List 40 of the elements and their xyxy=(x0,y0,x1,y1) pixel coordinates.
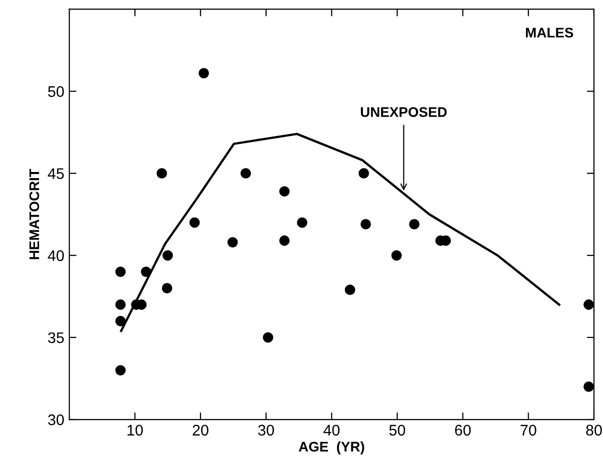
y-tick-label: 35 xyxy=(48,332,64,344)
y-tick-label: 40 xyxy=(48,250,64,262)
point xyxy=(115,365,126,376)
point xyxy=(360,219,371,230)
x-axis-title: AGE (YR) xyxy=(298,441,364,454)
point xyxy=(584,381,594,392)
point xyxy=(162,283,172,294)
point xyxy=(296,217,308,228)
point xyxy=(240,168,251,179)
y-tick-label: 45 xyxy=(48,168,64,180)
annotation: MALES xyxy=(526,28,574,38)
text: UNEXPOSED xyxy=(360,107,447,117)
point xyxy=(409,219,420,230)
x-tick-label: 40 xyxy=(324,424,340,436)
point xyxy=(156,168,167,179)
point xyxy=(279,186,290,197)
point xyxy=(358,168,369,179)
x-tick-label: 70 xyxy=(520,424,536,436)
x-tick-label: 10 xyxy=(128,424,143,436)
x-tick-label: 20 xyxy=(192,424,208,436)
point xyxy=(162,250,173,261)
point xyxy=(189,217,200,228)
point xyxy=(115,299,126,310)
point xyxy=(344,284,356,296)
x-tick-label: 30 xyxy=(258,424,274,436)
x-tick-label: 80 xyxy=(586,424,602,436)
point xyxy=(262,332,274,343)
point xyxy=(115,266,126,277)
point xyxy=(140,266,152,277)
point xyxy=(227,237,238,248)
point xyxy=(198,68,209,78)
point xyxy=(391,250,402,261)
x-tick-label: 50 xyxy=(389,424,406,436)
x-tick-label: 60 xyxy=(455,424,471,436)
y-tick-label: 50 xyxy=(48,86,64,97)
point xyxy=(279,235,290,246)
point xyxy=(584,299,594,310)
y-tick-label: 30 xyxy=(48,414,64,426)
y-axis-title: HEMATOCRIT xyxy=(29,168,40,260)
point xyxy=(115,316,126,326)
